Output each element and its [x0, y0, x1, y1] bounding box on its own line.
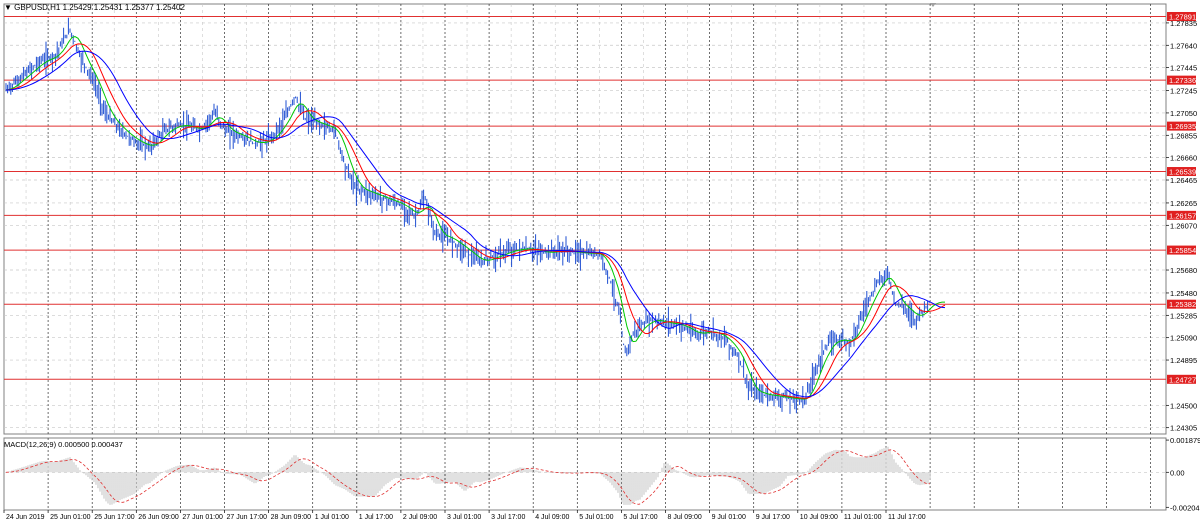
time-axis-label: 24 Jun 2019	[6, 514, 45, 521]
time-axis-label: 2 Jul 09:00	[403, 514, 437, 521]
time-axis-label: 26 Jun 09:00	[138, 514, 179, 521]
time-axis-label: 3 Jul 17:00	[491, 514, 525, 521]
time-axis-label: 3 Jul 01:00	[447, 514, 481, 521]
level-tag	[1167, 167, 1196, 177]
symbol-info: ▼ GBPUSD,H1 1.25429 1.25431 1.25377 1.25…	[4, 3, 185, 12]
macd-subwindow[interactable]	[3, 437, 1167, 511]
ma-mid-line	[5, 43, 946, 399]
level-tag-label: 1.25382	[1169, 300, 1196, 309]
time-axis-label: 4 Jul 09:00	[535, 514, 569, 521]
ma-fast-line	[5, 36, 945, 400]
price-axis-label: 1.25285	[1170, 311, 1197, 320]
time-axis-label: 9 Jul 01:00	[712, 514, 746, 521]
macd-indicator	[4, 446, 1166, 505]
level-tag-label: 1.26935	[1169, 122, 1196, 131]
time-axis-label: 25 Jun 17:00	[94, 514, 135, 521]
price-axis-label: 1.26265	[1170, 199, 1197, 208]
level-tag-label: 1.26157	[1169, 211, 1196, 220]
price-axis-label: 1.25680	[1170, 266, 1197, 275]
time-axis-label: 5 Jul 01:00	[579, 514, 613, 521]
level-tag-label: 1.27336	[1169, 76, 1196, 85]
price-axis-label: 1.26070	[1170, 221, 1197, 230]
time-axis-label: 11 Jul 01:00	[844, 514, 882, 521]
price-axis-label: 1.24895	[1170, 356, 1197, 365]
chart-menu-icon[interactable]: ▼	[4, 3, 15, 12]
level-tag	[1167, 245, 1196, 255]
macd-histogram	[7, 446, 931, 505]
time-axis-label: 5 Jul 17:00	[623, 514, 657, 521]
price-axis-label: 1.26660	[1170, 154, 1197, 163]
price-axis-label: 1.27245	[1170, 87, 1197, 96]
level-tag	[1167, 299, 1196, 309]
level-tag	[1167, 11, 1196, 21]
time-axis-label: 25 Jun 01:00	[50, 514, 91, 521]
price-axis-label: 1.25480	[1170, 289, 1197, 298]
price-axis: 1.27835 1.27640 1.27445 1.27245 1.27050 1.268…	[1166, 11, 1200, 512]
symbol-text: GBPUSD,H1 1.25429 1.25431 1.25377 1.2540…	[14, 3, 185, 12]
time-axis-label: 1 Jul 01:00	[315, 514, 349, 521]
price-axis-label: 1.26855	[1170, 131, 1197, 140]
macd-signal-line	[5, 449, 931, 505]
time-axis-label: 10 Jul 09:00	[800, 514, 838, 521]
price-axis-label: 1.27050	[1170, 109, 1197, 118]
chart-shift-icon[interactable]	[930, 3, 936, 7]
time-axis-label: 11 Jul 17:00	[888, 514, 926, 521]
price-axis-label: 1.24500	[1170, 401, 1197, 410]
level-tag	[1167, 374, 1196, 384]
price-series	[5, 17, 946, 414]
horizontal-levels	[4, 15, 1166, 380]
time-axis-label: 27 Jun 01:00	[182, 514, 223, 521]
time-axis-label: 1 Jul 17:00	[359, 514, 393, 521]
time-axis-label: 27 Jun 17:00	[227, 514, 268, 521]
macd-axis-label: 0.00	[1170, 468, 1185, 477]
price-axis-label: 1.27445	[1170, 64, 1197, 73]
level-tag-label: 1.26539	[1169, 168, 1196, 177]
level-tag-label: 1.27891	[1169, 12, 1196, 21]
macd-axis-label: 0.001879	[1170, 436, 1200, 445]
price-axis-label: 1.27640	[1170, 41, 1197, 50]
level-tag-label: 1.25854	[1169, 246, 1196, 255]
ma-slow-line	[5, 50, 946, 398]
grid-lines	[4, 4, 1166, 510]
time-axis-label: 28 Jun 09:00	[271, 514, 312, 521]
level-tag	[1167, 75, 1196, 85]
level-tag	[1167, 121, 1196, 131]
price-axis-label: 1.25090	[1170, 334, 1197, 343]
macd-label: MACD(12,26,9) 0.000500 0.000437	[4, 440, 123, 449]
time-axis: 24 Jun 2019 25 Jun 01:00 25 Jun 17:00 26 Ju…	[3, 510, 926, 521]
level-tag	[1167, 210, 1196, 220]
level-tag-label: 1.24727	[1169, 375, 1196, 384]
price-axis-label: 1.26465	[1170, 176, 1197, 185]
price-axis-label: 1.24305	[1170, 424, 1197, 433]
time-axis-label: 9 Jul 17:00	[756, 514, 790, 521]
time-axis-label: 8 Jul 09:00	[668, 514, 702, 521]
price-axis-label: 1.27835	[1170, 19, 1197, 28]
main-chart-area[interactable]	[3, 3, 1167, 435]
